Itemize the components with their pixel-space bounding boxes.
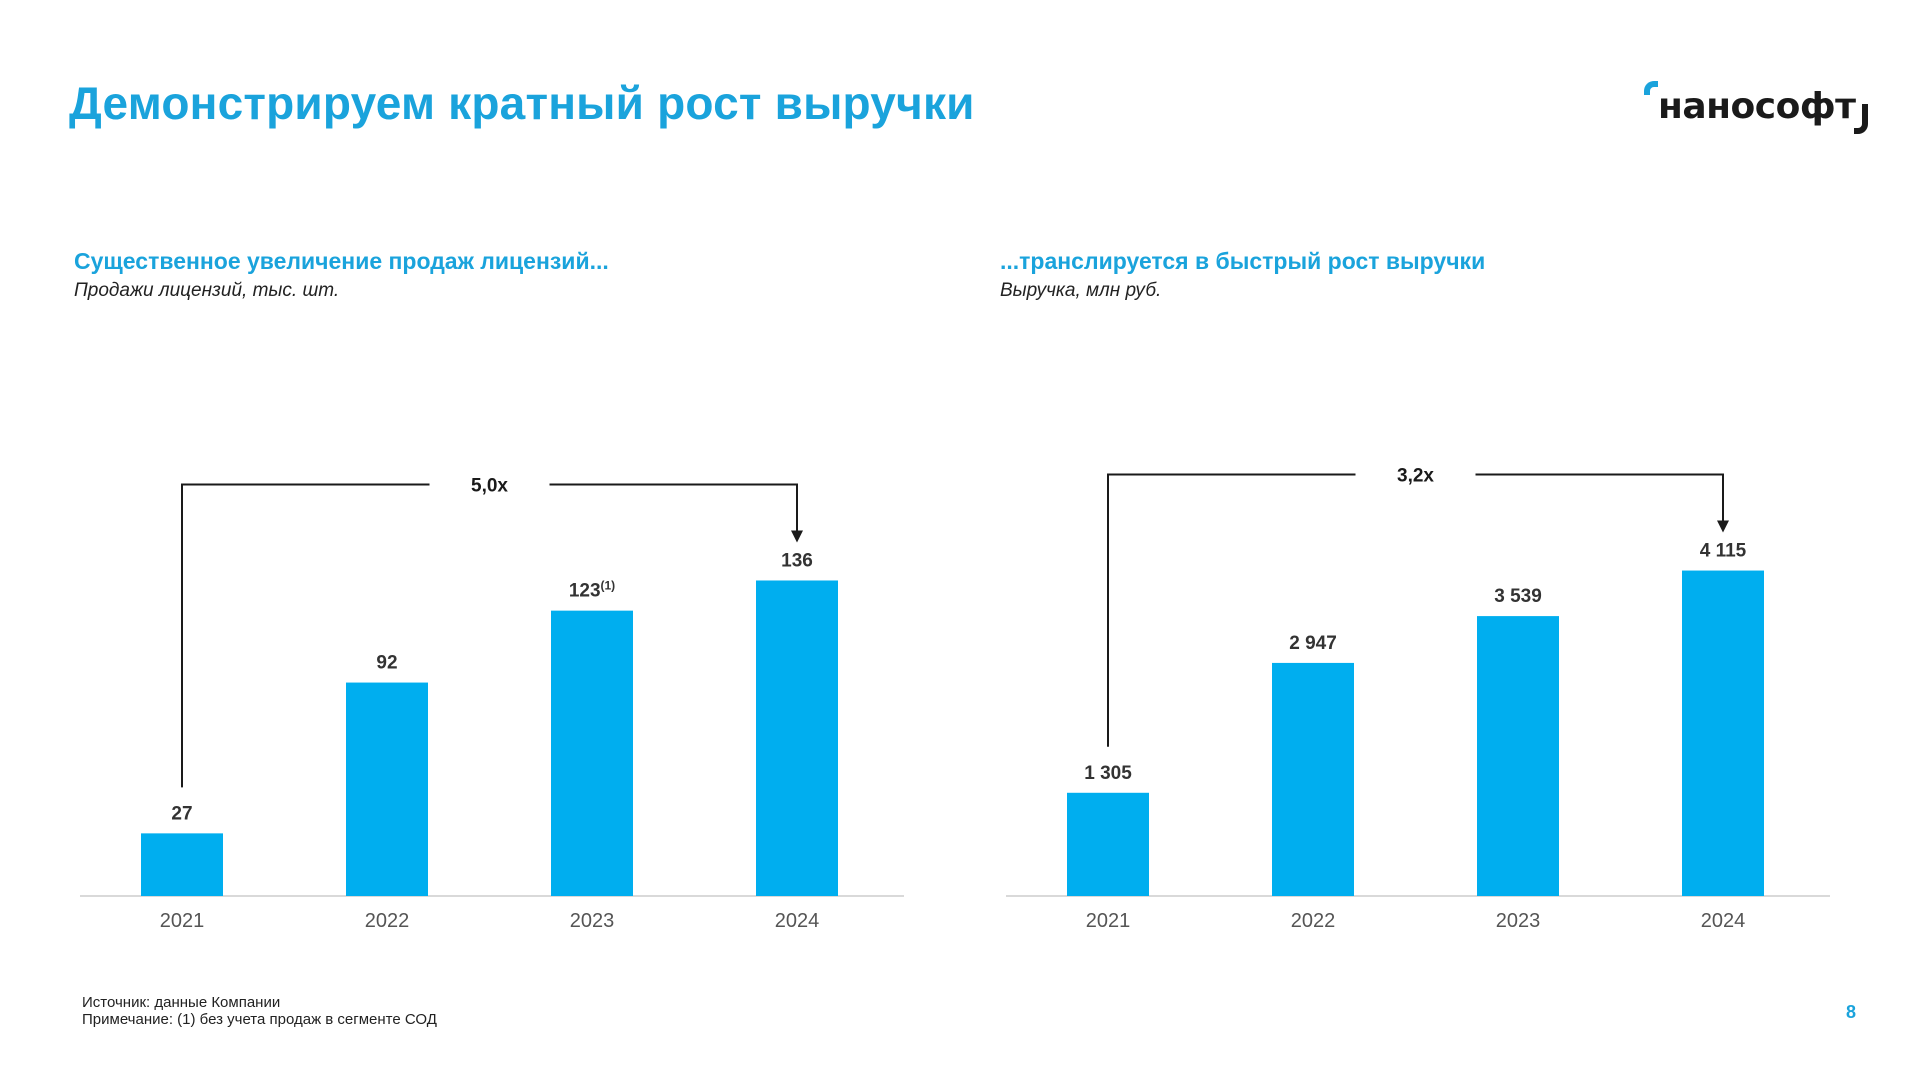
value-label-2023: 3 539 — [1494, 586, 1542, 607]
growth-bracket-right — [549, 483, 798, 533]
company-logo: наноcофт — [1640, 78, 1870, 138]
revenue-chart: 1 305 2021 2 947 2022 3 539 2023 4 115 2024 3,2x — [1006, 466, 1830, 932]
value-label-superscript: (1) — [601, 579, 616, 593]
value-label-2021: 1 305 — [1084, 763, 1132, 784]
revenue-chart-title: ...транслируется в быстрый рост выручки — [1000, 248, 1486, 274]
category-label-2022: 2022 — [365, 910, 410, 932]
bar-2022 — [346, 682, 428, 896]
revenue-chart-subtitle: Выручка, млн руб. — [1000, 280, 1162, 301]
category-label-2021: 2021 — [1086, 910, 1131, 932]
category-label-2021: 2021 — [160, 910, 205, 932]
category-label-2023: 2023 — [570, 910, 615, 932]
page-number: 8 — [1846, 1002, 1857, 1022]
category-label-2024: 2024 — [1701, 910, 1746, 932]
bar-2021 — [1067, 792, 1149, 896]
value-label-2024: 136 — [781, 550, 813, 571]
growth-bracket-left — [181, 483, 430, 788]
licenses-chart-panel: 27 2021 92 2022 123(1) 2023 136 2024 5,0x Сущест… — [74, 248, 954, 948]
bar-2023 — [1477, 616, 1559, 896]
growth-multiplier-label: 3,2x — [1397, 466, 1434, 487]
page-title: Демонстрируем кратный рост выручки — [69, 77, 975, 129]
value-label-2021: 27 — [171, 803, 192, 824]
bar-2024 — [756, 580, 838, 896]
logo-corner-mark — [1644, 81, 1658, 95]
bar-2023 — [551, 610, 633, 896]
value-label-2023: 123(1) — [569, 579, 615, 602]
logo-corner-mark-bottom — [1854, 104, 1868, 134]
growth-bracket-left — [1107, 473, 1356, 747]
bar-2024 — [1682, 570, 1764, 896]
growth-bracket-right — [1475, 473, 1724, 523]
licenses-chart-subtitle: Продажи лицензий, тыс. шт. — [74, 280, 340, 301]
category-label-2023: 2023 — [1496, 910, 1541, 932]
logo-wordmark: наноcофт — [1658, 86, 1856, 127]
revenue-chart-panel: 1 305 2021 2 947 2022 3 539 2023 4 115 2024 3,2x… — [1000, 248, 1880, 948]
growth-multiplier-label: 5,0x — [471, 475, 508, 496]
category-label-2024: 2024 — [775, 910, 820, 932]
licenses-chart: 27 2021 92 2022 123(1) 2023 136 2024 5,0x — [80, 475, 904, 932]
bar-2021 — [141, 833, 223, 896]
value-label-2022: 2 947 — [1289, 633, 1337, 654]
bar-2022 — [1272, 662, 1354, 896]
value-label-2022: 92 — [376, 653, 397, 674]
value-label-2024: 4 115 — [1700, 541, 1747, 562]
category-label-2022: 2022 — [1291, 910, 1336, 932]
remark-note: Примечание: (1) без учета продаж в сегме… — [82, 1011, 437, 1028]
licenses-chart-title: Существенное увеличение продаж лицензий.… — [74, 248, 609, 274]
source-note: Источник: данные Компании — [82, 994, 281, 1011]
footnotes: Источник: данные Компании Примечание: (1… — [82, 994, 437, 1028]
growth-arrow-head — [1717, 520, 1729, 533]
growth-arrow-head — [791, 530, 803, 543]
